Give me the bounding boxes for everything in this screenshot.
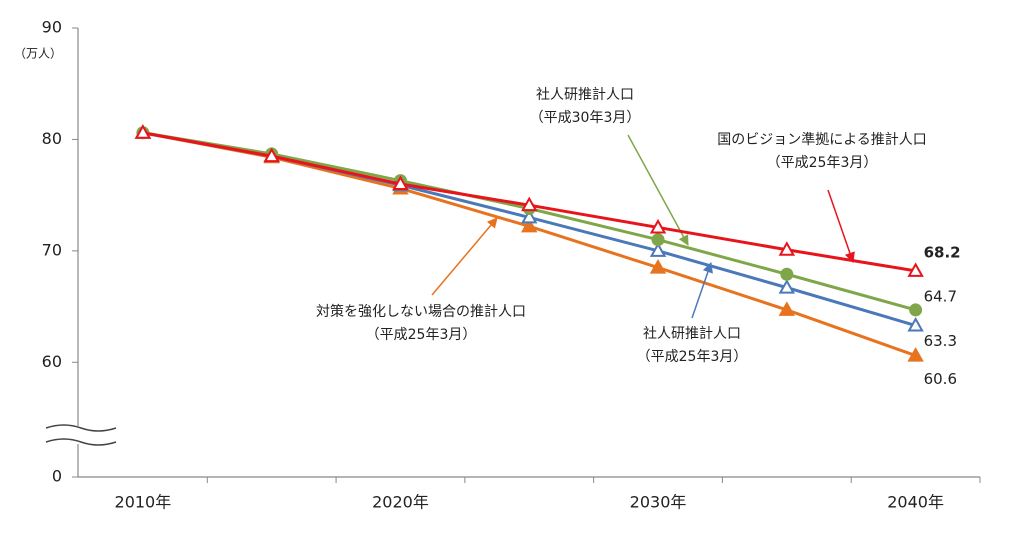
- y-tick-label: 80: [42, 129, 62, 148]
- marker: [909, 303, 923, 317]
- y-unit: （万人）: [14, 47, 62, 61]
- axis-break: [45, 438, 117, 446]
- series-name: 社人研推計人口: [536, 87, 634, 103]
- axis-break: [45, 424, 117, 432]
- marker: [778, 301, 796, 316]
- x-tick-label: 2020年: [372, 493, 429, 512]
- marker: [907, 347, 924, 362]
- annotation-arrow: [827, 189, 855, 263]
- marker: [778, 241, 796, 256]
- x-tick-label: 2030年: [630, 493, 687, 512]
- series-note: （平成25年3月）: [767, 155, 878, 171]
- series-name: 社人研推計人口: [643, 326, 741, 342]
- marker: [521, 196, 538, 212]
- marker: [263, 147, 280, 163]
- marker: [907, 316, 924, 332]
- x-tick-label: 2010年: [115, 493, 172, 512]
- marker: [521, 208, 538, 224]
- series-note: （平成30年3月）: [530, 110, 641, 126]
- marker: [134, 124, 152, 139]
- annotation-arrow: [627, 134, 689, 246]
- value-label: 60.6: [924, 370, 957, 388]
- y-tick-label: 70: [42, 240, 62, 259]
- series-name: 対策を強化しない場合の推計人口: [316, 303, 526, 320]
- y-tick-label: 90: [42, 18, 62, 37]
- marker: [649, 259, 667, 274]
- series-name: 国のビジョン準拠による推計人口: [717, 132, 927, 148]
- marker: [780, 267, 794, 281]
- marker: [521, 217, 538, 233]
- marker: [649, 242, 667, 257]
- annotation-arrow: [431, 217, 498, 296]
- value-label: 64.7: [924, 287, 957, 305]
- y-tick-label: 0: [52, 467, 62, 486]
- marker: [649, 218, 667, 234]
- x-tick-label: 2040年: [887, 493, 944, 512]
- marker: [392, 175, 409, 190]
- marker: [907, 262, 924, 277]
- value-label: 68.2: [924, 243, 961, 261]
- marker: [778, 279, 796, 294]
- series-note: （平成25年3月）: [637, 349, 748, 365]
- marker: [651, 233, 665, 247]
- value-label: 63.3: [924, 332, 957, 350]
- series-note: （平成25年3月）: [366, 327, 477, 343]
- annotation-arrow: [691, 262, 713, 319]
- y-tick-label: 60: [42, 352, 62, 371]
